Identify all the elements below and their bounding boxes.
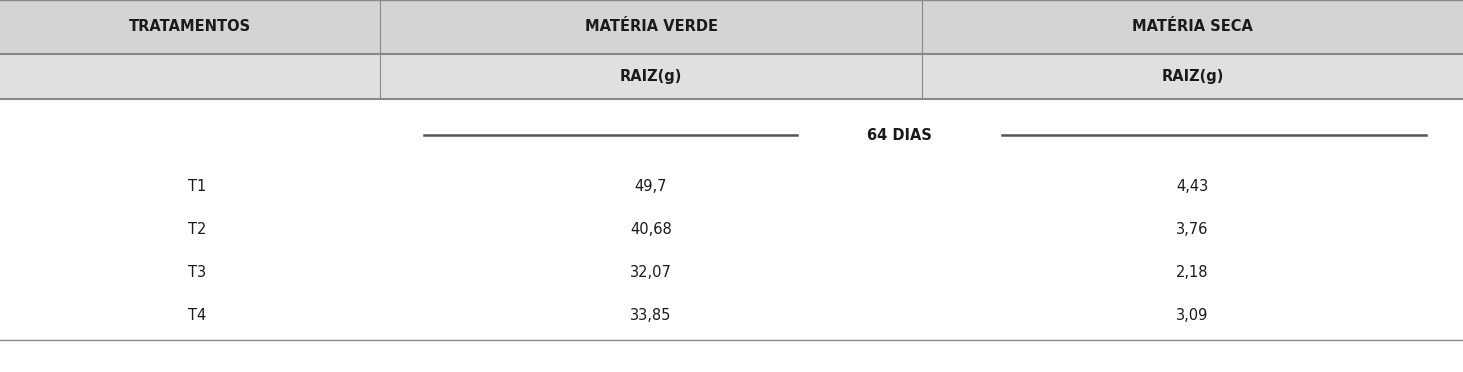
Text: 64 DIAS: 64 DIAS: [868, 128, 932, 143]
Text: 4,43: 4,43: [1176, 179, 1208, 195]
Text: MATÉRIA SECA: MATÉRIA SECA: [1132, 19, 1252, 35]
Text: 3,09: 3,09: [1176, 308, 1208, 323]
Text: 32,07: 32,07: [631, 265, 672, 280]
Text: RAIZ(g): RAIZ(g): [620, 69, 682, 84]
Text: MATÉRIA VERDE: MATÉRIA VERDE: [585, 19, 717, 35]
Text: TRATAMENTOS: TRATAMENTOS: [129, 19, 252, 35]
Text: 3,76: 3,76: [1176, 222, 1208, 237]
Text: T4: T4: [189, 308, 206, 323]
Text: T3: T3: [189, 265, 206, 280]
Text: T2: T2: [189, 222, 206, 237]
Text: 33,85: 33,85: [631, 308, 672, 323]
Text: 40,68: 40,68: [631, 222, 672, 237]
Text: RAIZ(g): RAIZ(g): [1162, 69, 1223, 84]
Text: 2,18: 2,18: [1176, 265, 1208, 280]
Text: 49,7: 49,7: [635, 179, 667, 195]
Bar: [0, 0, 1463, 54]
Bar: [0, 54, 1463, 99]
Text: T1: T1: [189, 179, 206, 195]
